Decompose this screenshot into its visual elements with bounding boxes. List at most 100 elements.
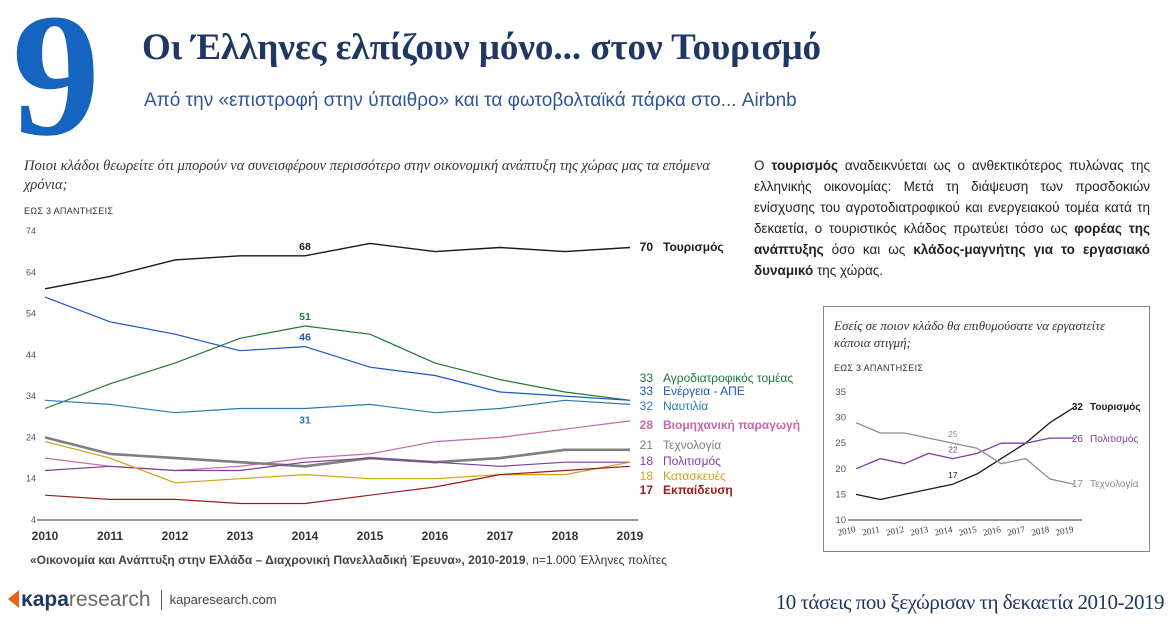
end-value-label: 33 — [640, 371, 654, 385]
end-value-label: 28 — [640, 418, 654, 432]
x-tick-label: 2019 — [1055, 524, 1075, 538]
x-tick-label: 2010 — [32, 529, 59, 543]
x-tick-label: 2018 — [1031, 524, 1051, 538]
end-value-label: 17 — [1072, 479, 1084, 490]
y-tick-label: 15 — [835, 489, 846, 500]
series-name-label: Τουρισμός — [663, 240, 724, 254]
x-tick-label: 2016 — [982, 524, 1002, 538]
y-tick-label: 24 — [26, 432, 36, 442]
y-tick-label: 14 — [26, 474, 36, 484]
website-link[interactable]: kaparesearch.com — [169, 592, 277, 607]
series-name-label: Πολιτισμός — [1090, 433, 1138, 445]
y-tick-label: 20 — [835, 464, 846, 475]
logo-research-text: research — [68, 588, 151, 611]
commentary-bold: κλάδος-μαγνήτης για το εργασιακό δυναμικ… — [754, 242, 1150, 278]
y-tick-label: 4 — [31, 515, 36, 525]
x-tick-label: 2018 — [552, 529, 579, 543]
kapa-research-logo: κaparesearch kaparesearch.com — [8, 588, 277, 612]
logo-kapa-text: κapa — [21, 588, 69, 611]
x-tick-label: 2017 — [487, 529, 514, 543]
page-title: Οι Έλληνες ελπίζουν μόνο... στον Τουρισμ… — [142, 27, 822, 68]
x-tick-label: 2010 — [837, 524, 857, 538]
commentary-bold: τουρισμός — [771, 158, 839, 173]
footer-tagline: 10 τάσεις που ξεχώρισαν τη δεκαετία 2010… — [775, 590, 1165, 614]
series-line — [855, 437, 1074, 470]
end-value-label: 18 — [640, 469, 654, 483]
end-value-label: 70 — [640, 240, 654, 254]
end-value-label: 17 — [640, 483, 654, 497]
x-tick-label: 2014 — [934, 524, 954, 538]
commentary-text: όσο και ως — [823, 242, 914, 257]
series-name-label: Ναυτιλία — [663, 399, 708, 413]
data-label: 22 — [948, 445, 958, 455]
source-sample: , n=1.000 Έλληνες πολίτες — [525, 553, 667, 567]
x-tick-label: 2019 — [617, 529, 644, 543]
end-value-label: 32 — [1072, 402, 1084, 413]
y-tick-label: 34 — [26, 391, 36, 401]
section-number: 9 — [12, 0, 100, 173]
main-chart-note: ΕΩΣ 3 ΑΠΑΝΤΗΣΕΙΣ — [24, 206, 114, 216]
data-label: 17 — [948, 470, 958, 480]
end-value-label: 33 — [640, 384, 654, 398]
series-line — [855, 406, 1075, 501]
series-name-label: Τεχνολογία — [663, 438, 721, 452]
logo-divider — [160, 590, 162, 610]
logo-mark-icon — [8, 590, 19, 608]
y-tick-label: 35 — [835, 387, 846, 398]
commentary-text: της χώρας. — [813, 263, 884, 278]
data-label: 25 — [948, 429, 958, 439]
series-line — [44, 441, 631, 484]
series-name-label: Κατασκευές — [663, 469, 726, 483]
series-line — [44, 457, 630, 472]
end-value-label: 32 — [640, 399, 654, 413]
series-name-label: Τεχνολογία — [1090, 478, 1139, 490]
page-subtitle: Από την «επιστροφή στην ύπαιθρο» και τα … — [144, 90, 797, 111]
x-tick-label: 2013 — [227, 529, 254, 543]
commentary-paragraph: Ο τουρισμός αναδεικνύεται ως ο ανθεκτικό… — [754, 155, 1150, 281]
x-tick-label: 2014 — [292, 529, 319, 543]
inset-chart-question: Εσείς σε ποιον κλάδο θα επιθυμούσατε να … — [834, 318, 1106, 350]
x-tick-label: 2016 — [422, 529, 449, 543]
x-tick-label: 2015 — [958, 524, 978, 538]
commentary-text: Ο — [754, 158, 772, 173]
main-chart-question: Ποιοι κλάδοι θεωρείτε ότι μπορούν να συν… — [24, 158, 710, 193]
y-tick-label: 54 — [26, 309, 36, 319]
x-tick-label: 2012 — [885, 524, 905, 538]
y-tick-label: 30 — [835, 413, 846, 424]
series-name-label: Αγροδιατροφικός τομέας — [663, 371, 793, 385]
data-label: 68 — [299, 241, 311, 253]
series-line — [44, 296, 631, 401]
series-line — [855, 422, 1075, 485]
end-value-label: 26 — [1072, 434, 1084, 445]
end-value-label: 18 — [640, 454, 654, 468]
data-label: 51 — [299, 311, 311, 323]
y-tick-label: 44 — [26, 350, 36, 360]
data-label: 31 — [299, 415, 311, 427]
x-tick-label: 2017 — [1006, 524, 1026, 538]
series-line — [44, 399, 631, 414]
series-line — [44, 436, 630, 468]
source-title: «Οικονομία και Ανάπτυξη στην Ελλάδα – Δι… — [30, 553, 526, 567]
source-note: «Οικονομία και Ανάπτυξη στην Ελλάδα – Δι… — [30, 553, 667, 567]
series-name-label: Πολιτισμός — [663, 454, 721, 468]
x-tick-label: 2012 — [162, 529, 189, 543]
series-name-label: Τουρισμός — [1090, 402, 1141, 413]
x-tick-label: 2011 — [97, 529, 123, 543]
y-tick-label: 74 — [26, 226, 36, 236]
series-name-label: Ενέργεια - ΑΠΕ — [663, 384, 745, 398]
inset-chart-panel: 10 15 20 25 30 35 2010 2011 2012 2013 2014 2015 2016… — [823, 306, 1150, 552]
main-line-chart: 4 14 24 34 44 54 64 74 2010 2011 2012 2013 2014 2015 2… — [26, 226, 800, 543]
y-tick-label: 25 — [835, 438, 846, 449]
x-tick-label: 2015 — [357, 529, 384, 543]
series-line — [44, 242, 631, 290]
y-tick-label: 10 — [835, 515, 846, 526]
series-line — [44, 325, 631, 410]
x-tick-label: 2011 — [861, 524, 880, 537]
y-tick-label: 64 — [26, 267, 36, 277]
commentary-bold: φορέας της ανάπτυξης — [754, 221, 1150, 257]
data-label: 46 — [299, 332, 311, 344]
inset-line-chart: 10 15 20 25 30 35 2010 2011 2012 2013 2014 2015 2016… — [835, 387, 1141, 538]
inset-chart-note: ΕΩΣ 3 ΑΠΑΝΤΗΣΕΙΣ — [834, 363, 924, 373]
end-value-label: 21 — [640, 438, 654, 452]
series-name-label: Βιομηχανική παραγωγή — [663, 418, 800, 432]
